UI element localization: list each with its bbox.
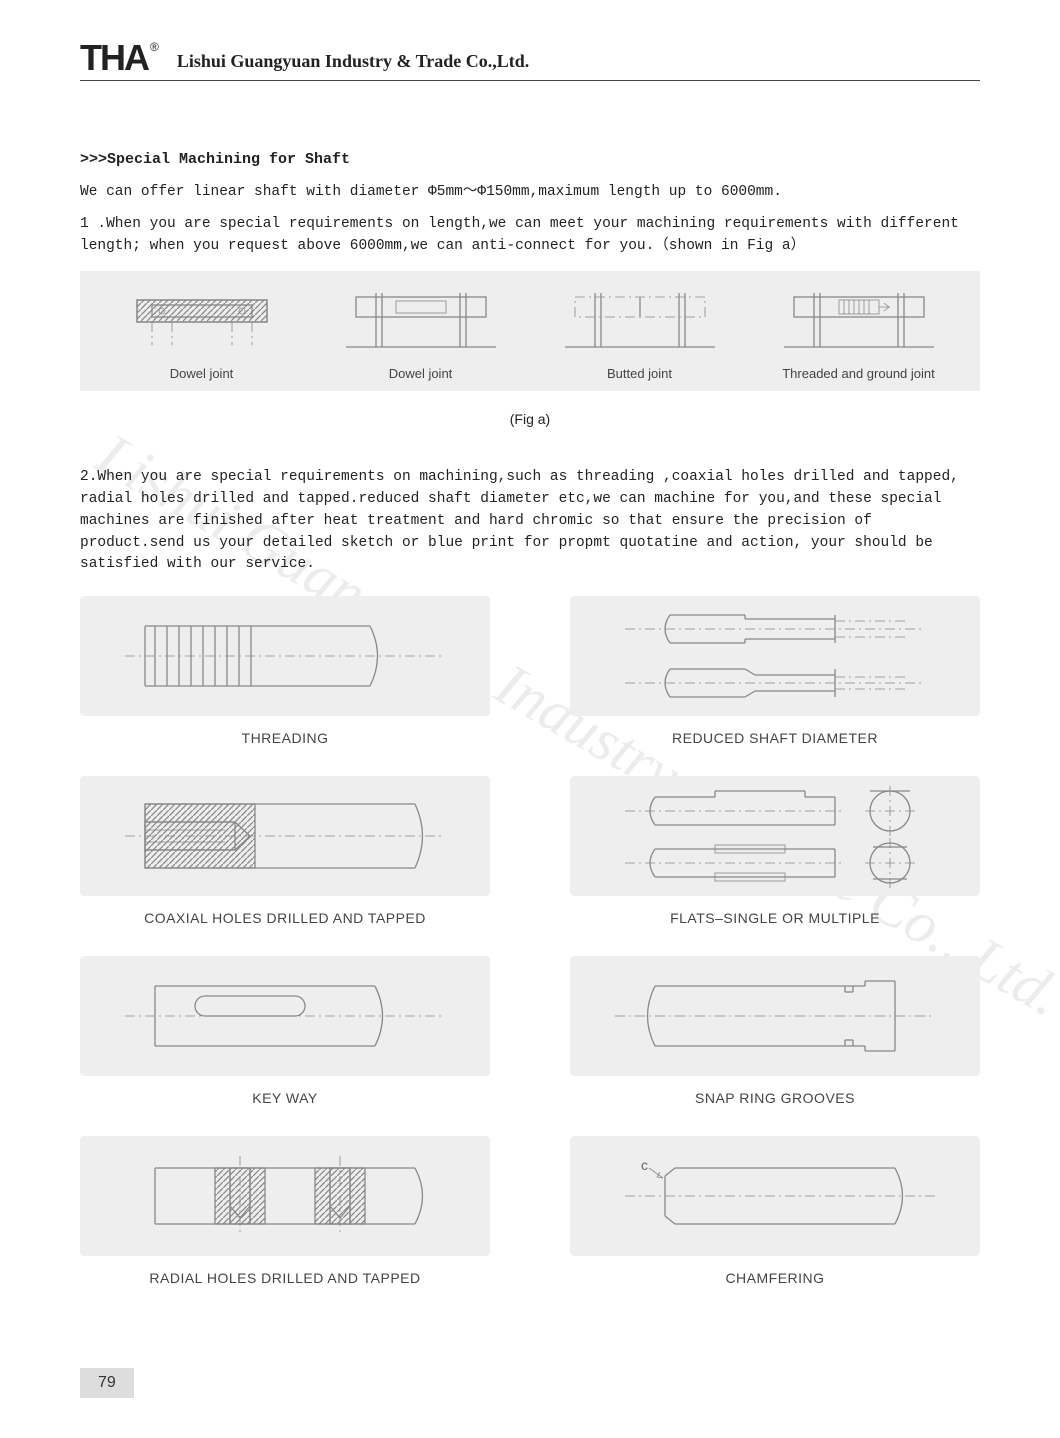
dowel-joint-2-icon bbox=[336, 285, 506, 355]
mach-radial-caption: RADIAL HOLES DRILLED AND TAPPED bbox=[80, 1270, 490, 1286]
para-2: 2.When you are special requirements on m… bbox=[80, 467, 980, 576]
logo: THA ® bbox=[80, 40, 159, 76]
mach-chamfer: c CHAMFERING bbox=[570, 1136, 980, 1286]
fig-a-item-1: Dowel joint bbox=[319, 285, 522, 381]
radial-holes-icon bbox=[115, 1146, 455, 1246]
mach-keyway-caption: KEY WAY bbox=[80, 1090, 490, 1106]
fig-a-caption-1: Dowel joint bbox=[319, 366, 522, 381]
fig-a-caption-2: Butted joint bbox=[538, 366, 741, 381]
para-1: 1 .When you are special requirements on … bbox=[80, 214, 980, 258]
svg-text:c: c bbox=[641, 1157, 648, 1173]
mach-flats-caption: FLATS–SINGLE OR MULTIPLE bbox=[570, 910, 980, 926]
company-name: Lishui Guangyuan Industry & Trade Co.,Lt… bbox=[177, 51, 529, 76]
chamfering-icon: c bbox=[605, 1146, 945, 1246]
coaxial-holes-icon bbox=[115, 786, 455, 886]
fig-a-item-3: Threaded and ground joint bbox=[757, 285, 960, 381]
mach-keyway: KEY WAY bbox=[80, 956, 490, 1106]
mach-coaxial-caption: COAXIAL HOLES DRILLED AND TAPPED bbox=[80, 910, 490, 926]
threading-icon bbox=[115, 606, 455, 706]
page-number: 79 bbox=[80, 1368, 134, 1398]
flats-icon bbox=[605, 781, 945, 891]
fig-a-item-2: Butted joint bbox=[538, 285, 741, 381]
mach-threading: THREADING bbox=[80, 596, 490, 746]
mach-snap: SNAP RING GROOVES bbox=[570, 956, 980, 1106]
mach-coaxial: COAXIAL HOLES DRILLED AND TAPPED bbox=[80, 776, 490, 926]
fig-a-label: (Fig a) bbox=[80, 411, 980, 427]
page-header: THA ® Lishui Guangyuan Industry & Trade … bbox=[80, 40, 980, 81]
mach-chamfer-caption: CHAMFERING bbox=[570, 1270, 980, 1286]
registered-mark: ® bbox=[150, 40, 159, 54]
snap-ring-icon bbox=[605, 966, 945, 1066]
intro-text: We can offer linear shaft with diameter … bbox=[80, 182, 980, 204]
logo-text: THA bbox=[80, 40, 148, 76]
mach-flats: FLATS–SINGLE OR MULTIPLE bbox=[570, 776, 980, 926]
mach-reduced: REDUCED SHAFT DIAMETER bbox=[570, 596, 980, 746]
keyway-icon bbox=[115, 966, 455, 1066]
fig-a-caption-3: Threaded and ground joint bbox=[757, 366, 960, 381]
dowel-joint-icon bbox=[117, 285, 287, 355]
reduced-diameter-icon bbox=[605, 601, 945, 711]
mach-radial: RADIAL HOLES DRILLED AND TAPPED bbox=[80, 1136, 490, 1286]
fig-a-caption-0: Dowel joint bbox=[100, 366, 303, 381]
machining-grid: THREADING bbox=[80, 596, 980, 1286]
fig-a-item-0: Dowel joint bbox=[100, 285, 303, 381]
mach-threading-caption: THREADING bbox=[80, 730, 490, 746]
section-title: >>>Special Machining for Shaft bbox=[80, 151, 980, 168]
fig-a-panel: Dowel joint Dowel joint bbox=[80, 271, 980, 391]
page-content: THA ® Lishui Guangyuan Industry & Trade … bbox=[0, 0, 1060, 1286]
threaded-joint-icon bbox=[774, 285, 944, 355]
mach-reduced-caption: REDUCED SHAFT DIAMETER bbox=[570, 730, 980, 746]
mach-snap-caption: SNAP RING GROOVES bbox=[570, 1090, 980, 1106]
butted-joint-icon bbox=[555, 285, 725, 355]
